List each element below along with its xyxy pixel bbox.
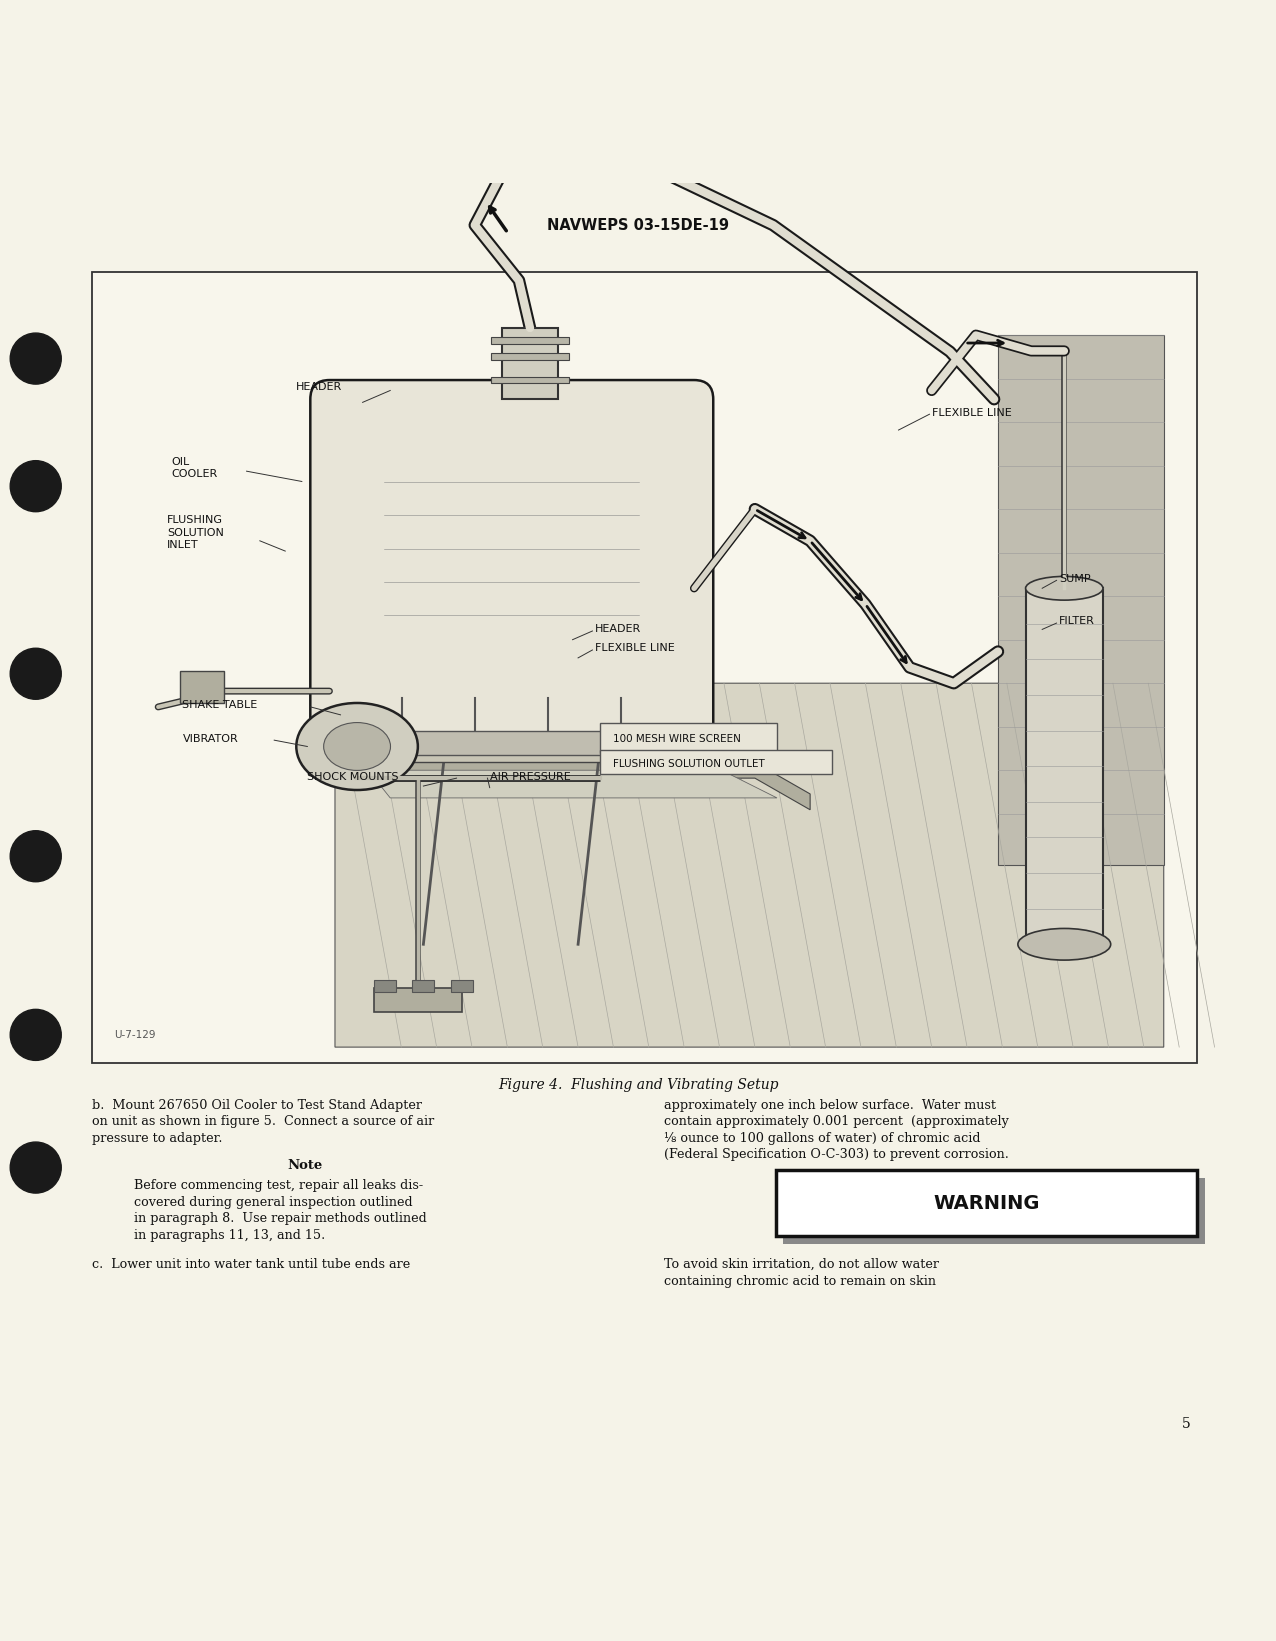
- Text: FLEXIBLE LINE: FLEXIBLE LINE: [931, 407, 1012, 418]
- Bar: [450, 980, 473, 991]
- Text: FLUSHING
SOLUTION
INLET: FLUSHING SOLUTION INLET: [167, 515, 223, 550]
- Text: FLEXIBLE LINE: FLEXIBLE LINE: [595, 643, 675, 653]
- Bar: [412, 980, 434, 991]
- Text: OIL
COOLER: OIL COOLER: [171, 456, 218, 479]
- Text: (Federal Specification O-C-303) to prevent corrosion.: (Federal Specification O-C-303) to preve…: [664, 1149, 1008, 1162]
- Polygon shape: [367, 770, 777, 798]
- Polygon shape: [998, 335, 1164, 865]
- Text: in paragraphs 11, 13, and 15.: in paragraphs 11, 13, and 15.: [134, 1229, 325, 1242]
- Circle shape: [10, 461, 61, 512]
- Text: U-7-129: U-7-129: [114, 1031, 156, 1040]
- Text: FLUSHING SOLUTION OUTLET: FLUSHING SOLUTION OUTLET: [614, 758, 766, 770]
- Polygon shape: [336, 742, 755, 763]
- Text: 5: 5: [1183, 1418, 1191, 1431]
- Text: FILTER: FILTER: [1059, 617, 1095, 627]
- Text: on unit as shown in figure 5.  Connect a source of air: on unit as shown in figure 5. Connect a …: [92, 1116, 434, 1129]
- Text: covered during general inspection outlined: covered during general inspection outlin…: [134, 1196, 412, 1209]
- Text: b.  Mount 267650 Oil Cooler to Test Stand Adapter: b. Mount 267650 Oil Cooler to Test Stand…: [92, 1099, 422, 1111]
- Text: 100 MESH WIRE SCREEN: 100 MESH WIRE SCREEN: [614, 734, 741, 743]
- Text: Figure 4.  Flushing and Vibrating Setup: Figure 4. Flushing and Vibrating Setup: [498, 1078, 778, 1091]
- Text: ⅛ ounce to 100 gallons of water) of chromic acid: ⅛ ounce to 100 gallons of water) of chro…: [664, 1132, 980, 1145]
- Ellipse shape: [324, 722, 390, 770]
- Text: HEADER: HEADER: [595, 625, 641, 635]
- Text: To avoid skin irritation, do not allow water: To avoid skin irritation, do not allow w…: [664, 1259, 939, 1272]
- Text: approximately one inch below surface.  Water must: approximately one inch below surface. Wa…: [664, 1099, 995, 1111]
- Ellipse shape: [1026, 576, 1102, 601]
- Polygon shape: [336, 763, 810, 809]
- Text: c.  Lower unit into water tank until tube ends are: c. Lower unit into water tank until tube…: [92, 1259, 410, 1272]
- Bar: [491, 353, 569, 359]
- Bar: [180, 671, 225, 702]
- Bar: [783, 1178, 1205, 1244]
- Text: SHAKE TABLE: SHAKE TABLE: [182, 701, 258, 711]
- Text: pressure to adapter.: pressure to adapter.: [92, 1132, 222, 1145]
- Text: contain approximately 0.001 percent  (approximately: contain approximately 0.001 percent (app…: [664, 1116, 1008, 1129]
- Text: AIR PRESSURE: AIR PRESSURE: [490, 771, 570, 781]
- FancyBboxPatch shape: [310, 381, 713, 750]
- Ellipse shape: [1018, 929, 1110, 960]
- Text: HEADER: HEADER: [296, 381, 342, 392]
- Bar: [600, 722, 777, 753]
- Bar: [1026, 587, 1102, 944]
- Bar: [92, 272, 1197, 1063]
- Text: Note: Note: [287, 1159, 323, 1172]
- Circle shape: [10, 333, 61, 384]
- Bar: [373, 732, 651, 755]
- Circle shape: [10, 1142, 61, 1193]
- Text: WARNING: WARNING: [933, 1193, 1040, 1213]
- Bar: [491, 377, 569, 384]
- Circle shape: [10, 830, 61, 881]
- Bar: [374, 988, 462, 1011]
- Bar: [374, 980, 396, 991]
- Bar: [491, 338, 569, 345]
- Text: SHOCK MOUNTS: SHOCK MOUNTS: [308, 771, 399, 781]
- Text: Before commencing test, repair all leaks dis-: Before commencing test, repair all leaks…: [134, 1178, 424, 1191]
- Text: VIBRATOR: VIBRATOR: [182, 734, 239, 743]
- Ellipse shape: [296, 702, 417, 789]
- Text: NAVWEPS 03-15DE-19: NAVWEPS 03-15DE-19: [547, 218, 729, 233]
- Text: SUMP: SUMP: [1059, 574, 1091, 584]
- Circle shape: [10, 1009, 61, 1060]
- Text: containing chromic acid to remain on skin: containing chromic acid to remain on ski…: [664, 1275, 935, 1288]
- Circle shape: [10, 648, 61, 699]
- Bar: [600, 750, 832, 775]
- Bar: [776, 1170, 1197, 1236]
- Bar: [503, 328, 558, 399]
- Polygon shape: [336, 683, 1164, 1047]
- Text: in paragraph 8.  Use repair methods outlined: in paragraph 8. Use repair methods outli…: [134, 1213, 426, 1226]
